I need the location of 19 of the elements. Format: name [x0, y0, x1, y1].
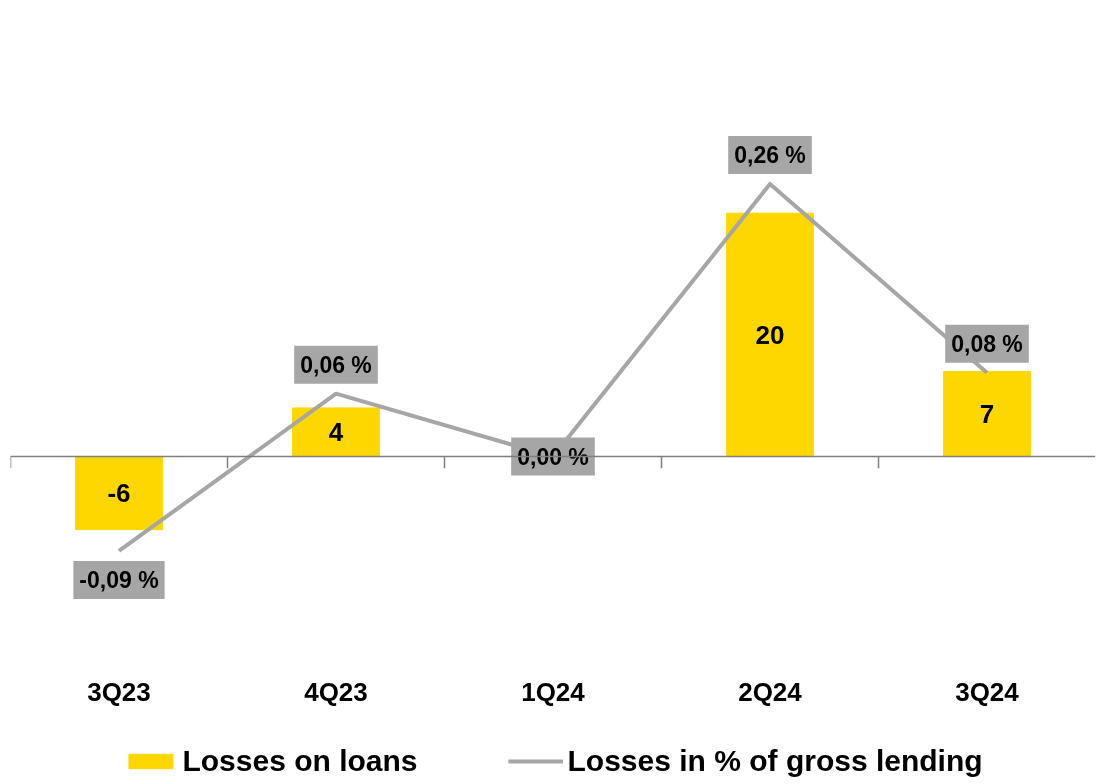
x-tick-label: 3Q24 [955, 677, 1020, 708]
data-label: 0,26 % [734, 141, 806, 168]
bar [292, 407, 380, 458]
legend-label: Losses in % of gross lending [567, 744, 983, 778]
bar [75, 456, 163, 531]
data-label: 0,08 % [951, 330, 1023, 357]
data-label: 20 [755, 319, 785, 350]
x-tick-label: 1Q24 [521, 677, 586, 708]
data-label: -0,09 % [79, 566, 159, 593]
bar [726, 212, 814, 458]
x-tick-label: 3Q23 [87, 677, 151, 708]
x-tick-label: 4Q23 [304, 677, 368, 708]
legend-label: Losses on loans [182, 744, 418, 778]
data-label: -6 [107, 478, 131, 509]
data-label: 4 [328, 417, 344, 448]
bar [943, 370, 1031, 458]
data-label: 0,06 % [300, 351, 372, 378]
x-tick-label: 2Q24 [738, 677, 803, 708]
data-label: 7 [979, 399, 995, 430]
